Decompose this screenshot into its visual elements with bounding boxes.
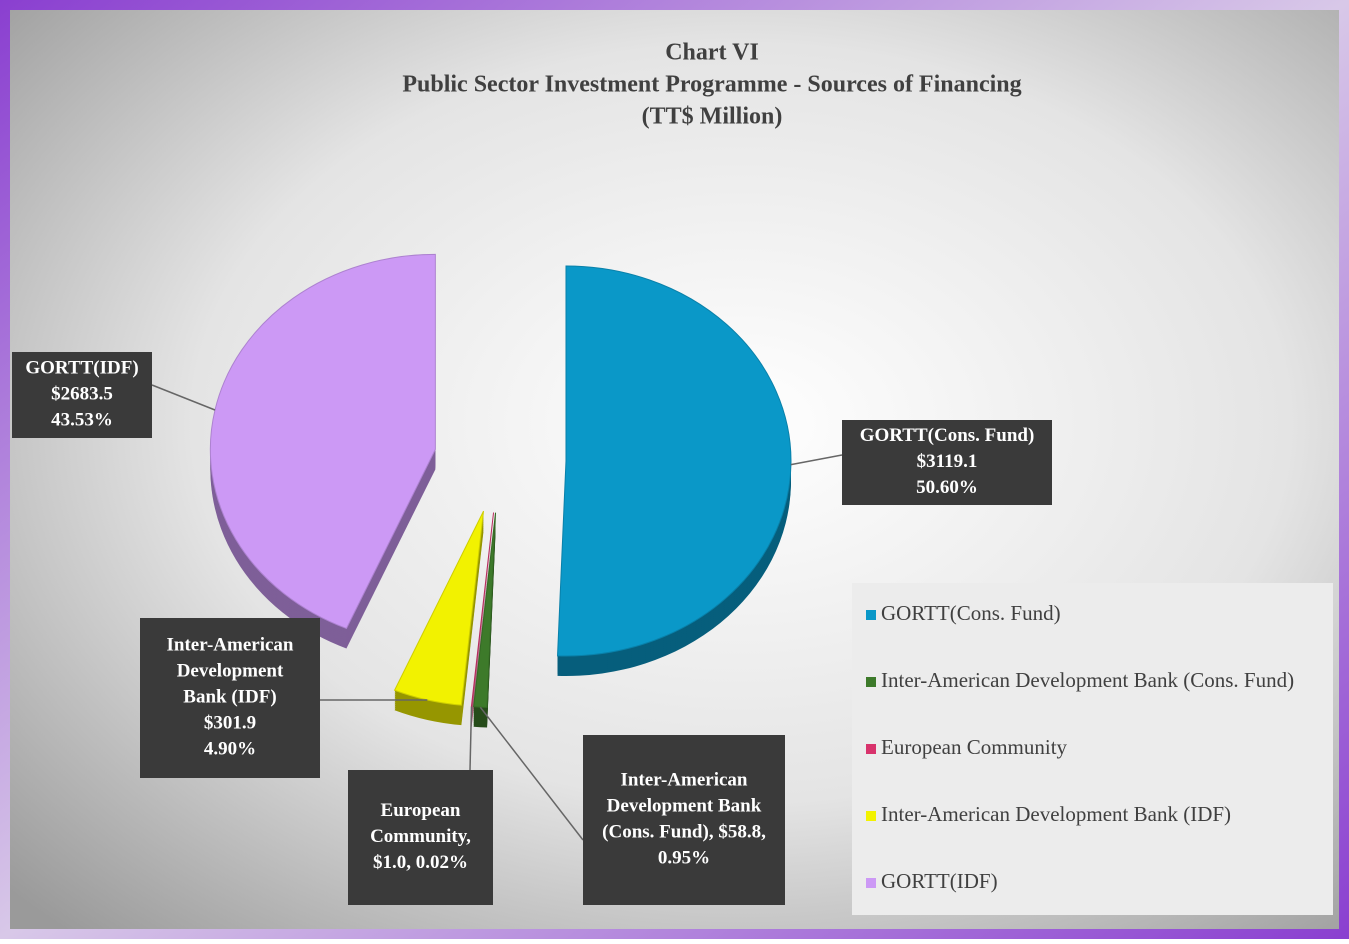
data-label: (Cons. Fund), $58.8, <box>602 821 766 842</box>
chart-title: Chart VI <box>665 40 759 66</box>
data-label: Inter-American <box>167 634 294 655</box>
legend-swatch <box>866 677 876 687</box>
data-label: 50.60% <box>916 477 978 498</box>
legend-swatch <box>866 744 876 754</box>
data-label: $1.0, 0.02% <box>373 852 468 873</box>
unit-label: (TT$ Million) <box>642 104 783 130</box>
data-label-box <box>583 735 785 905</box>
legend-swatch <box>866 811 876 821</box>
data-label: $3119.1 <box>917 451 978 472</box>
data-label: Inter-American <box>621 769 748 790</box>
data-label: 43.53% <box>51 409 113 430</box>
legend-label: GORTT(Cons. Fund) <box>881 601 1061 625</box>
data-label: GORTT(IDF) <box>25 357 138 378</box>
chart-subtitle: Public Sector Investment Programme - Sou… <box>402 72 1021 98</box>
data-label: Development <box>177 660 284 681</box>
legend-swatch <box>866 610 876 620</box>
data-label: $301.9 <box>204 712 256 733</box>
data-label: European <box>381 800 461 821</box>
legend-swatch <box>866 878 876 888</box>
legend-label: Inter-American Development Bank (IDF) <box>881 802 1231 826</box>
data-label: 4.90% <box>204 738 256 759</box>
data-label: GORTT(Cons. Fund) <box>860 425 1035 446</box>
legend-label: Inter-American Development Bank (Cons. F… <box>881 668 1294 692</box>
legend-label: European Community <box>881 735 1068 759</box>
data-label: Bank (IDF) <box>183 686 276 707</box>
legend-label: GORTT(IDF) <box>881 869 998 893</box>
data-label: Community, <box>370 826 471 847</box>
data-label: Development Bank <box>607 795 762 816</box>
data-label: 0.95% <box>658 847 710 868</box>
data-label: $2683.5 <box>51 383 113 404</box>
